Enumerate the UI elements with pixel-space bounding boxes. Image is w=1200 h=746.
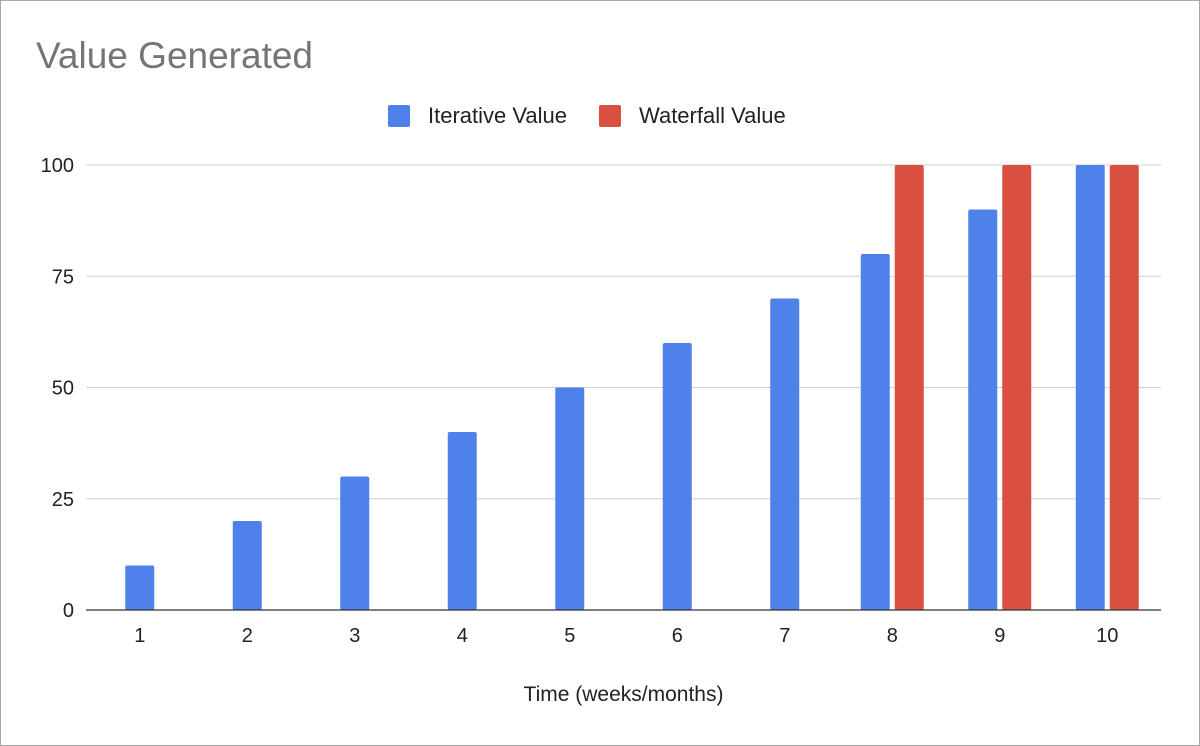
legend-swatch-waterfall (599, 105, 622, 127)
y-tick-label: 75 (52, 266, 74, 288)
bar-waterfall-9 (1002, 165, 1032, 610)
legend-label-waterfall: Waterfall Value (639, 103, 786, 128)
legend-item-waterfall: Waterfall Value (599, 103, 786, 129)
gridlines (86, 164, 1161, 500)
x-tick-label: 6 (672, 625, 683, 647)
chart-title: Value Generated (36, 35, 314, 76)
bar-iterative-1 (125, 565, 155, 610)
y-tick-labels: 0 25 50 75 100 (41, 155, 74, 622)
legend-label-iterative: Iterative Value (428, 103, 568, 128)
bar-iterative-8 (860, 254, 890, 610)
legend-swatch-iterative (388, 105, 410, 127)
x-tick-labels: 1 2 3 4 5 6 7 8 9 10 (134, 625, 1118, 647)
x-tick-label: 10 (1096, 625, 1118, 647)
bar-iterative-7 (770, 298, 800, 610)
x-tick-label: 3 (349, 625, 360, 647)
x-tick-label: 9 (994, 625, 1005, 647)
bar-iterative-10 (1075, 165, 1105, 610)
bar-waterfall-8 (894, 165, 924, 610)
y-tick-label: 0 (63, 600, 74, 622)
y-tick-label: 100 (41, 155, 74, 177)
x-tick-label: 7 (779, 625, 790, 647)
bar-iterative-3 (340, 476, 370, 610)
bar-waterfall-10 (1109, 165, 1139, 610)
legend: Iterative Value Waterfall Value (388, 101, 818, 131)
x-tick-label: 8 (887, 625, 898, 647)
x-tick-label: 4 (457, 625, 468, 647)
y-tick-label: 50 (52, 378, 74, 400)
x-tick-label: 1 (134, 625, 145, 647)
bar-iterative-4 (447, 432, 477, 610)
bar-iterative-9 (968, 209, 998, 610)
x-tick-label: 5 (564, 625, 575, 647)
y-tick-label: 25 (52, 489, 74, 511)
x-axis-label: Time (weeks/months) (524, 683, 724, 706)
x-tick-label: 2 (242, 625, 253, 647)
bar-iterative-5 (555, 387, 585, 610)
bars (125, 165, 1139, 610)
legend-item-iterative: Iterative Value (388, 103, 567, 129)
bar-iterative-2 (232, 521, 262, 610)
bar-iterative-6 (662, 343, 692, 610)
